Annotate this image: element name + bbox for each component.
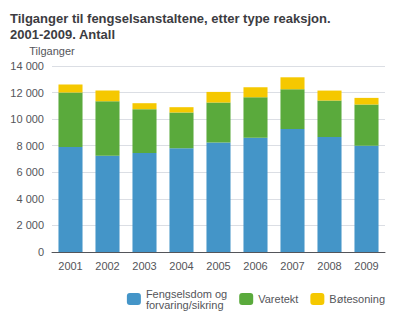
svg-text:forvaring/sikring: forvaring/sikring <box>146 299 224 311</box>
svg-text:2 000: 2 000 <box>16 219 44 231</box>
svg-text:Varetekt: Varetekt <box>258 293 298 305</box>
svg-text:2004: 2004 <box>169 260 193 272</box>
svg-text:2001-2009. Antall: 2001-2009. Antall <box>10 27 115 42</box>
svg-text:10 000: 10 000 <box>10 113 44 125</box>
svg-text:14 000: 14 000 <box>10 60 44 72</box>
svg-text:2001: 2001 <box>58 260 82 272</box>
svg-text:2002: 2002 <box>95 260 119 272</box>
svg-text:Fengselsdom og: Fengselsdom og <box>145 287 228 300</box>
svg-text:2005: 2005 <box>206 260 230 272</box>
svg-text:2007: 2007 <box>280 260 304 272</box>
svg-text:2003: 2003 <box>132 260 156 272</box>
svg-text:6 000: 6 000 <box>16 166 44 178</box>
svg-text:2006: 2006 <box>243 260 267 272</box>
svg-text:4 000: 4 000 <box>16 193 44 205</box>
svg-text:8 000: 8 000 <box>16 140 44 152</box>
svg-text:2008: 2008 <box>317 260 341 272</box>
svg-text:Tilganger: Tilganger <box>29 45 75 57</box>
svg-text:Bøtesoning: Bøtesoning <box>329 293 385 305</box>
svg-text:0: 0 <box>38 246 44 258</box>
svg-text:Tilganger til fengselsanstalte: Tilganger til fengselsanstaltene, etter … <box>10 11 334 26</box>
svg-text:2009: 2009 <box>354 260 378 272</box>
svg-text:12 000: 12 000 <box>10 87 44 99</box>
